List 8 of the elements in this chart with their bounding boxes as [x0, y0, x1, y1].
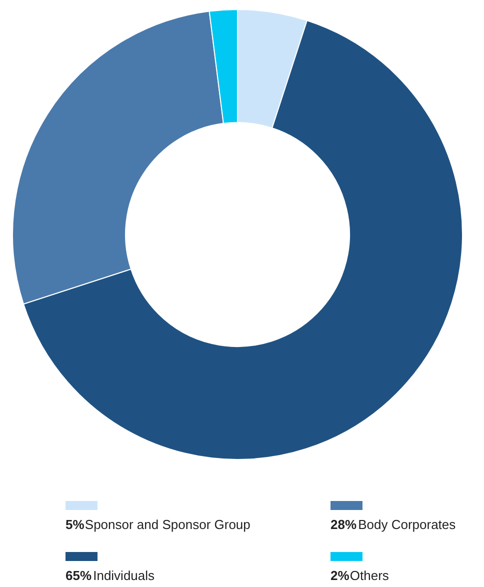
legend-label: Body Corporates	[358, 517, 456, 532]
data-label: 5%	[66, 517, 85, 532]
legend-label: Others	[350, 568, 390, 583]
legend-label: Individuals	[93, 568, 156, 583]
data-label: 28%	[330, 517, 357, 532]
legend-label: Sponsor and Sponsor Group	[84, 517, 250, 532]
data-label: 2%	[330, 568, 350, 583]
data-label: 65%	[66, 568, 92, 583]
